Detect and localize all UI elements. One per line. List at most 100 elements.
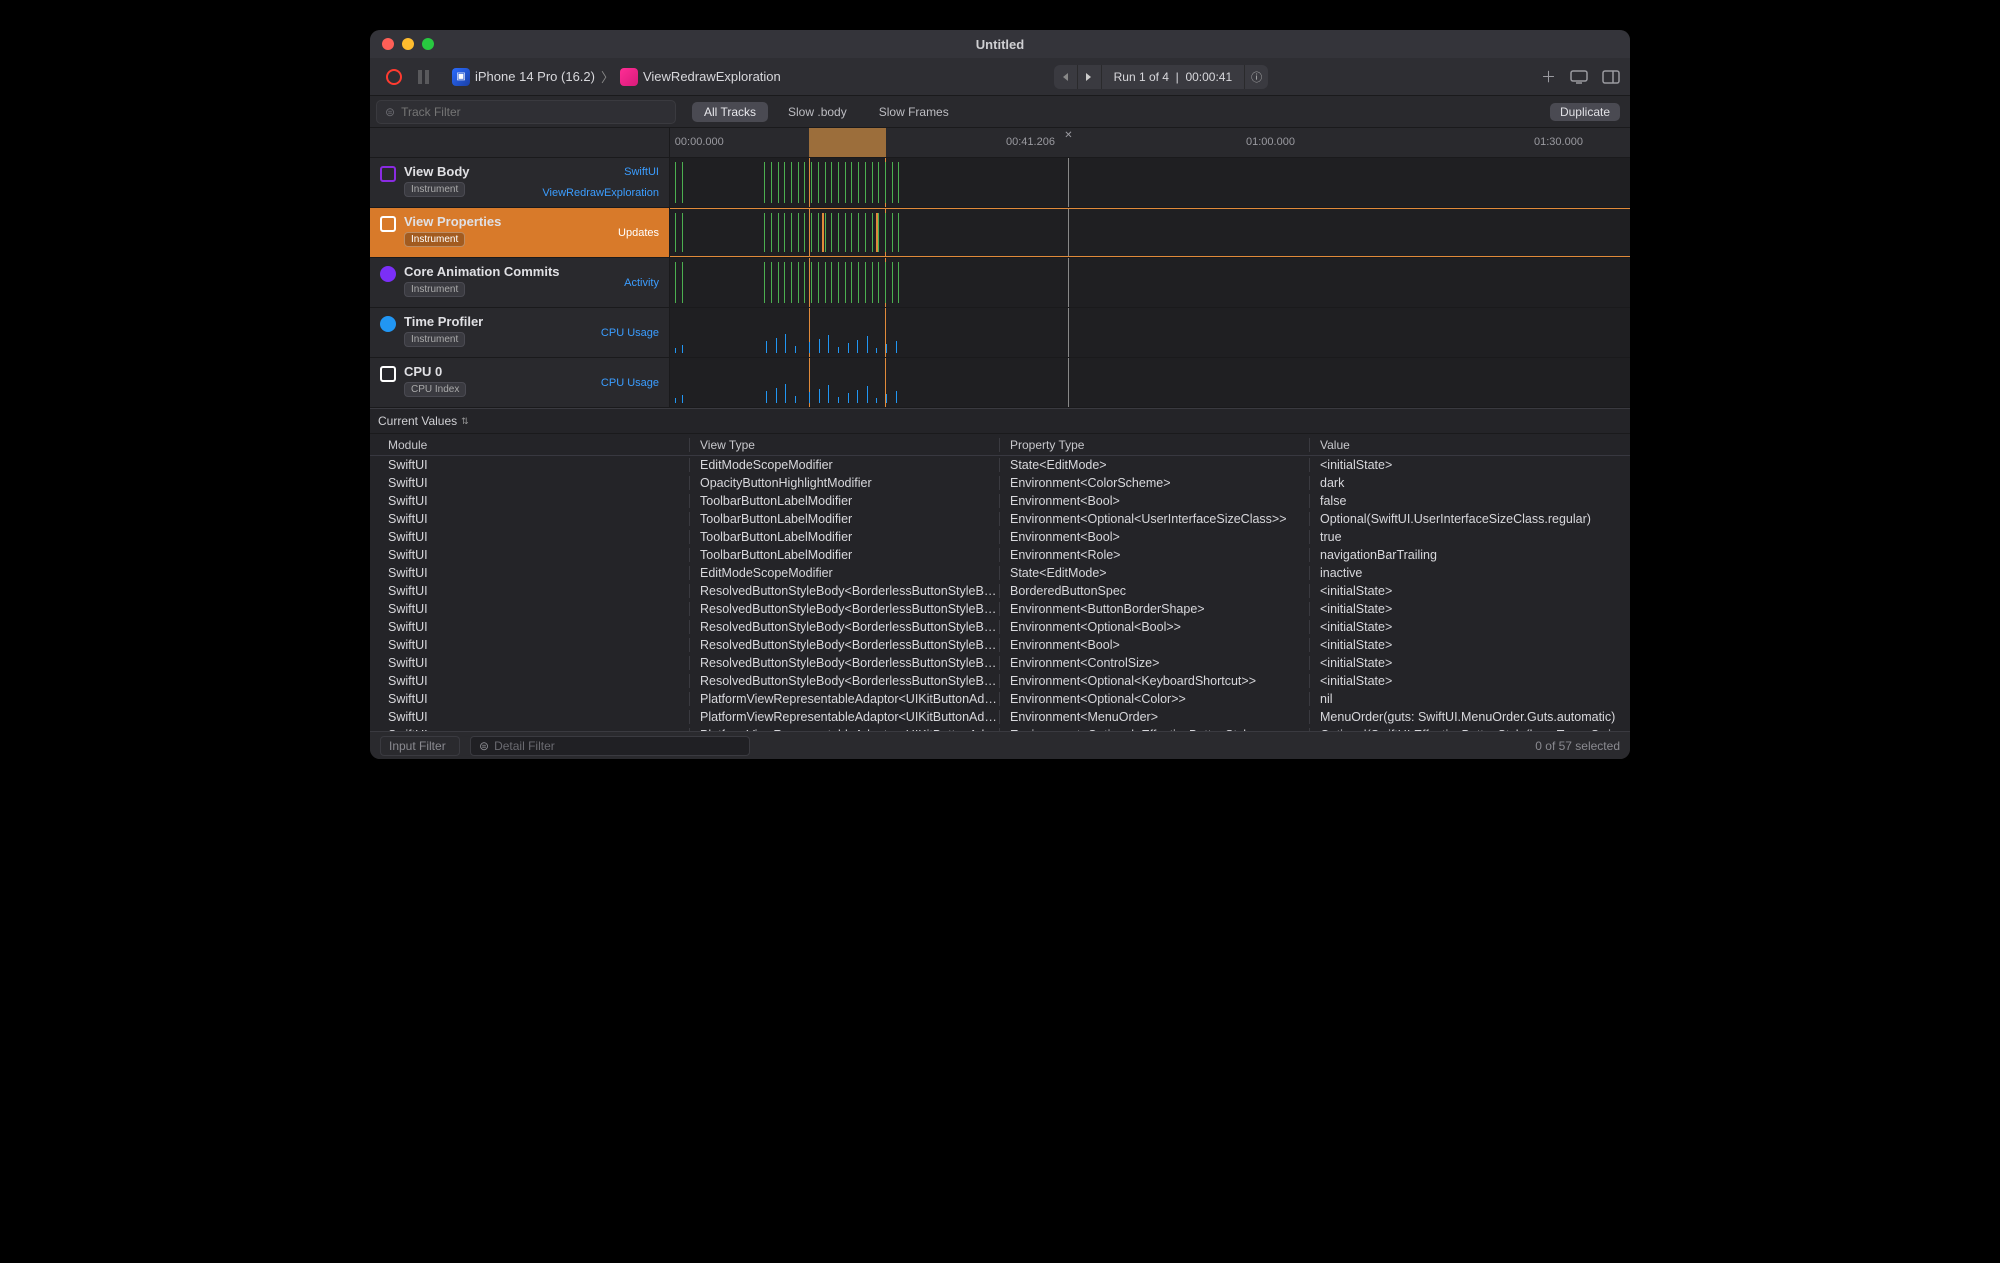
track-row[interactable]: Core Animation CommitsInstrumentActivity <box>370 258 1630 308</box>
table-row[interactable]: SwiftUIResolvedButtonStyleBody<Borderles… <box>370 654 1630 672</box>
track-filter-input[interactable] <box>401 105 667 119</box>
track-row[interactable]: Time ProfilerInstrumentCPU Usage <box>370 308 1630 358</box>
detail-body[interactable]: SwiftUIEditModeScopeModifierState<EditMo… <box>370 456 1630 731</box>
track-lane[interactable] <box>670 158 1630 207</box>
table-row[interactable]: SwiftUIResolvedButtonStyleBody<Borderles… <box>370 672 1630 690</box>
track-tab[interactable]: Slow Frames <box>867 102 961 122</box>
filter-icon: ⊜ <box>479 739 489 753</box>
track-header[interactable]: View BodyInstrumentSwiftUIViewRedrawExpl… <box>370 158 670 207</box>
track-lane[interactable] <box>670 258 1630 307</box>
table-row[interactable]: SwiftUIPlatformViewRepresentableAdaptor<… <box>370 726 1630 731</box>
track-filter[interactable]: ⊜ <box>376 100 676 124</box>
selection-region[interactable] <box>809 128 886 157</box>
table-cell: ToolbarButtonLabelModifier <box>690 548 1000 562</box>
table-cell: SwiftUI <box>370 458 690 472</box>
track-tabs: All Tracks Slow .body Slow Frames <box>692 102 961 122</box>
table-cell: ToolbarButtonLabelModifier <box>690 494 1000 508</box>
table-cell: SwiftUI <box>370 494 690 508</box>
minimize-icon[interactable] <box>402 38 414 50</box>
window-title: Untitled <box>370 37 1630 52</box>
table-cell: SwiftUI <box>370 566 690 580</box>
device-label: iPhone 14 Pro (16.2) <box>475 69 595 84</box>
track-tab[interactable]: All Tracks <box>692 102 768 122</box>
add-button[interactable]: ＋ <box>1541 66 1556 87</box>
track-sub-label: CPU Usage <box>601 377 659 389</box>
table-row[interactable]: SwiftUIResolvedButtonStyleBody<Borderles… <box>370 618 1630 636</box>
table-cell: Environment<Role> <box>1000 548 1310 562</box>
column-header-module[interactable]: Module <box>370 438 690 452</box>
track-title: CPU 0 <box>404 364 466 379</box>
prev-run-button[interactable] <box>1054 65 1078 89</box>
table-cell: Optional(SwiftUI.UserInterfaceSizeClass.… <box>1310 512 1630 526</box>
table-row[interactable]: SwiftUIToolbarButtonLabelModifierEnviron… <box>370 510 1630 528</box>
track-row[interactable]: View BodyInstrumentSwiftUIViewRedrawExpl… <box>370 158 1630 208</box>
next-run-button[interactable] <box>1078 65 1102 89</box>
table-cell: <initialState> <box>1310 458 1630 472</box>
table-row[interactable]: SwiftUIPlatformViewRepresentableAdaptor<… <box>370 708 1630 726</box>
track-tab[interactable]: Slow .body <box>776 102 859 122</box>
panel-toggle-button[interactable] <box>1602 70 1620 84</box>
run-info-button[interactable]: ⓘ <box>1244 65 1268 89</box>
table-cell: <initialState> <box>1310 656 1630 670</box>
track-lane[interactable] <box>670 208 1630 257</box>
track-row[interactable]: CPU 0CPU IndexCPU Usage <box>370 358 1630 408</box>
track-sub-label: ViewRedrawExploration <box>542 187 659 199</box>
table-row[interactable]: SwiftUIEditModeScopeModifierState<EditMo… <box>370 456 1630 474</box>
table-row[interactable]: SwiftUIOpacityButtonHighlightModifierEnv… <box>370 474 1630 492</box>
table-row[interactable]: SwiftUIToolbarButtonLabelModifierEnviron… <box>370 546 1630 564</box>
detail-dropdown[interactable]: Current Values ⇅ <box>370 408 1630 434</box>
table-cell: SwiftUI <box>370 728 690 731</box>
instruments-window: Untitled ▣ iPhone 14 Pro (16.2) 〉 ViewRe… <box>370 30 1630 759</box>
updown-icon: ⇅ <box>461 416 469 427</box>
ruler-tick: 00:00.000 <box>675 136 724 148</box>
column-header-proptype[interactable]: Property Type <box>1000 438 1310 452</box>
pause-button[interactable] <box>418 70 432 84</box>
table-cell: SwiftUI <box>370 584 690 598</box>
display-button[interactable] <box>1570 70 1588 84</box>
simulator-icon: ▣ <box>452 68 470 86</box>
table-row[interactable]: SwiftUIResolvedButtonStyleBody<Borderles… <box>370 600 1630 618</box>
table-cell: SwiftUI <box>370 602 690 616</box>
run-info: Run 1 of 4 | 00:00:41 <box>1102 70 1245 84</box>
detail-filter[interactable]: ⊜ Detail Filter <box>470 736 750 756</box>
table-row[interactable]: SwiftUIPlatformViewRepresentableAdaptor<… <box>370 690 1630 708</box>
track-sub-label: Activity <box>624 277 659 289</box>
coreanimation-icon <box>380 266 396 282</box>
track-header[interactable]: View PropertiesInstrumentUpdates <box>370 208 670 257</box>
table-cell: navigationBarTrailing <box>1310 548 1630 562</box>
zoom-icon[interactable] <box>422 38 434 50</box>
table-row[interactable]: SwiftUIToolbarButtonLabelModifierEnviron… <box>370 492 1630 510</box>
table-cell: <initialState> <box>1310 584 1630 598</box>
track-title: View Properties <box>404 214 501 229</box>
input-filter[interactable]: Input Filter <box>380 736 460 756</box>
table-row[interactable]: SwiftUIEditModeScopeModifierState<EditMo… <box>370 564 1630 582</box>
record-button[interactable] <box>386 69 402 85</box>
table-row[interactable]: SwiftUIResolvedButtonStyleBody<Borderles… <box>370 582 1630 600</box>
instrument-badge: Instrument <box>404 332 465 347</box>
column-header-value[interactable]: Value <box>1310 438 1630 452</box>
table-cell: MenuOrder(guts: SwiftUI.MenuOrder.Guts.a… <box>1310 710 1630 724</box>
track-row[interactable]: View PropertiesInstrumentUpdates <box>370 208 1630 258</box>
table-cell: Environment<ButtonBorderShape> <box>1000 602 1310 616</box>
timeline-ruler[interactable]: 00:00.00000:41.20601:00.00001:30.000✕ <box>670 128 1630 157</box>
app-icon <box>620 68 638 86</box>
track-lane[interactable] <box>670 308 1630 357</box>
track-lane[interactable] <box>670 358 1630 407</box>
duplicate-button[interactable]: Duplicate <box>1550 103 1620 121</box>
table-cell: Environment<Optional<Color>> <box>1000 692 1310 706</box>
close-icon[interactable] <box>382 38 394 50</box>
table-row[interactable]: SwiftUIToolbarButtonLabelModifierEnviron… <box>370 528 1630 546</box>
table-row[interactable]: SwiftUIResolvedButtonStyleBody<Borderles… <box>370 636 1630 654</box>
table-cell: ResolvedButtonStyleBody<BorderlessButton… <box>690 584 1000 598</box>
track-header[interactable]: CPU 0CPU IndexCPU Usage <box>370 358 670 407</box>
toolbar: ▣ iPhone 14 Pro (16.2) 〉 ViewRedrawExplo… <box>370 58 1630 96</box>
track-header[interactable]: Time ProfilerInstrumentCPU Usage <box>370 308 670 357</box>
target-selector[interactable]: ▣ iPhone 14 Pro (16.2) 〉 ViewRedrawExplo… <box>452 67 781 86</box>
table-cell: SwiftUI <box>370 530 690 544</box>
playhead-marker[interactable]: ✕ <box>1064 130 1072 141</box>
track-header[interactable]: Core Animation CommitsInstrumentActivity <box>370 258 670 307</box>
column-header-viewtype[interactable]: View Type <box>690 438 1000 452</box>
detail-panel: Current Values ⇅ Module View Type Proper… <box>370 408 1630 731</box>
tracks-viewport[interactable]: View BodyInstrumentSwiftUIViewRedrawExpl… <box>370 158 1630 408</box>
toolbar-right: ＋ <box>1541 66 1620 87</box>
